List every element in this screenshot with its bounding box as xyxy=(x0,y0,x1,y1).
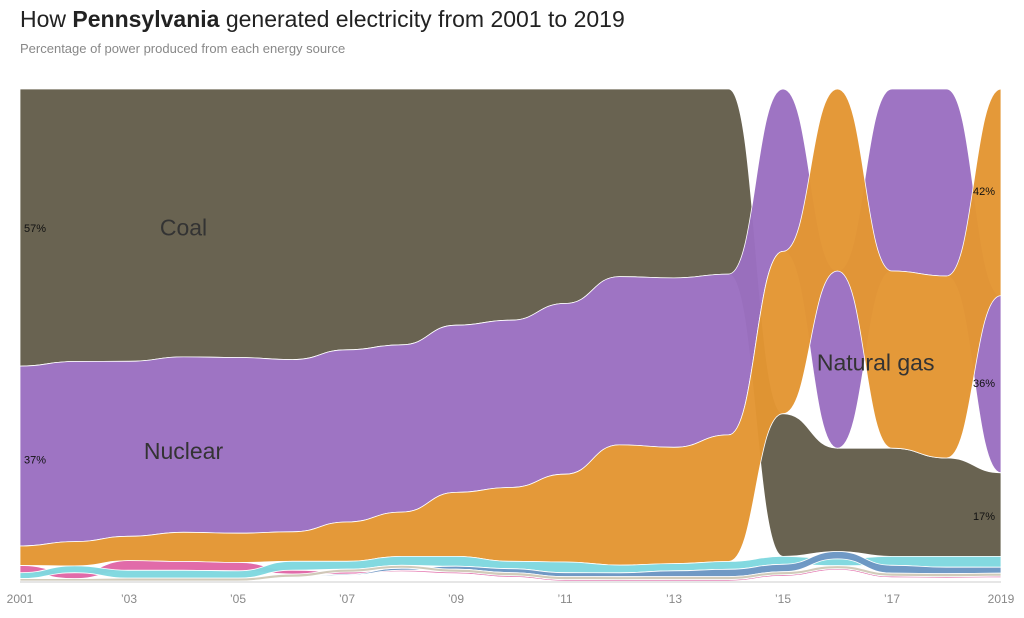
x-axis: 2001 ’03 ’05 ’07 ’09 ’11 ’13 ’15 ’17 2019 xyxy=(7,581,1015,606)
x-tick-label: ’15 xyxy=(775,592,791,606)
percent-annotation: 37% xyxy=(24,454,46,466)
labels-layer: Coal Nuclear Natural gas 57% 37% 42% 36% 17% xyxy=(24,186,995,523)
x-tick-label: ’13 xyxy=(666,592,682,606)
x-tick-label: 2001 xyxy=(7,592,34,606)
title-suffix: generated electricity from 2001 to 2019 xyxy=(219,6,625,32)
area-wind xyxy=(20,551,1002,582)
series-label-nuclear: Nuclear xyxy=(144,438,224,464)
x-tick-label: 2019 xyxy=(988,592,1015,606)
x-tick-label: ’09 xyxy=(448,592,464,606)
x-tick-label: ’05 xyxy=(230,592,246,606)
series-label-coal: Coal xyxy=(160,214,207,240)
chart-subtitle: Percentage of power produced from each e… xyxy=(20,41,346,56)
chart-title: How Pennsylvania generated electricity f… xyxy=(20,6,625,33)
title-state: Pennsylvania xyxy=(72,6,220,32)
title-prefix: How xyxy=(20,6,73,32)
percent-annotation: 57% xyxy=(24,223,46,235)
percent-annotation: 42% xyxy=(973,186,995,198)
series-label-natural-gas: Natural gas xyxy=(817,350,935,376)
bands-layer xyxy=(19,88,1002,582)
percent-annotation: 17% xyxy=(973,511,995,523)
percent-annotation: 36% xyxy=(973,378,995,390)
x-tick-label: ’03 xyxy=(121,592,137,606)
x-tick-label: ’17 xyxy=(884,592,900,606)
x-tick-label: ’07 xyxy=(339,592,355,606)
area-other xyxy=(19,564,1002,582)
x-tick-label: ’11 xyxy=(557,592,572,606)
